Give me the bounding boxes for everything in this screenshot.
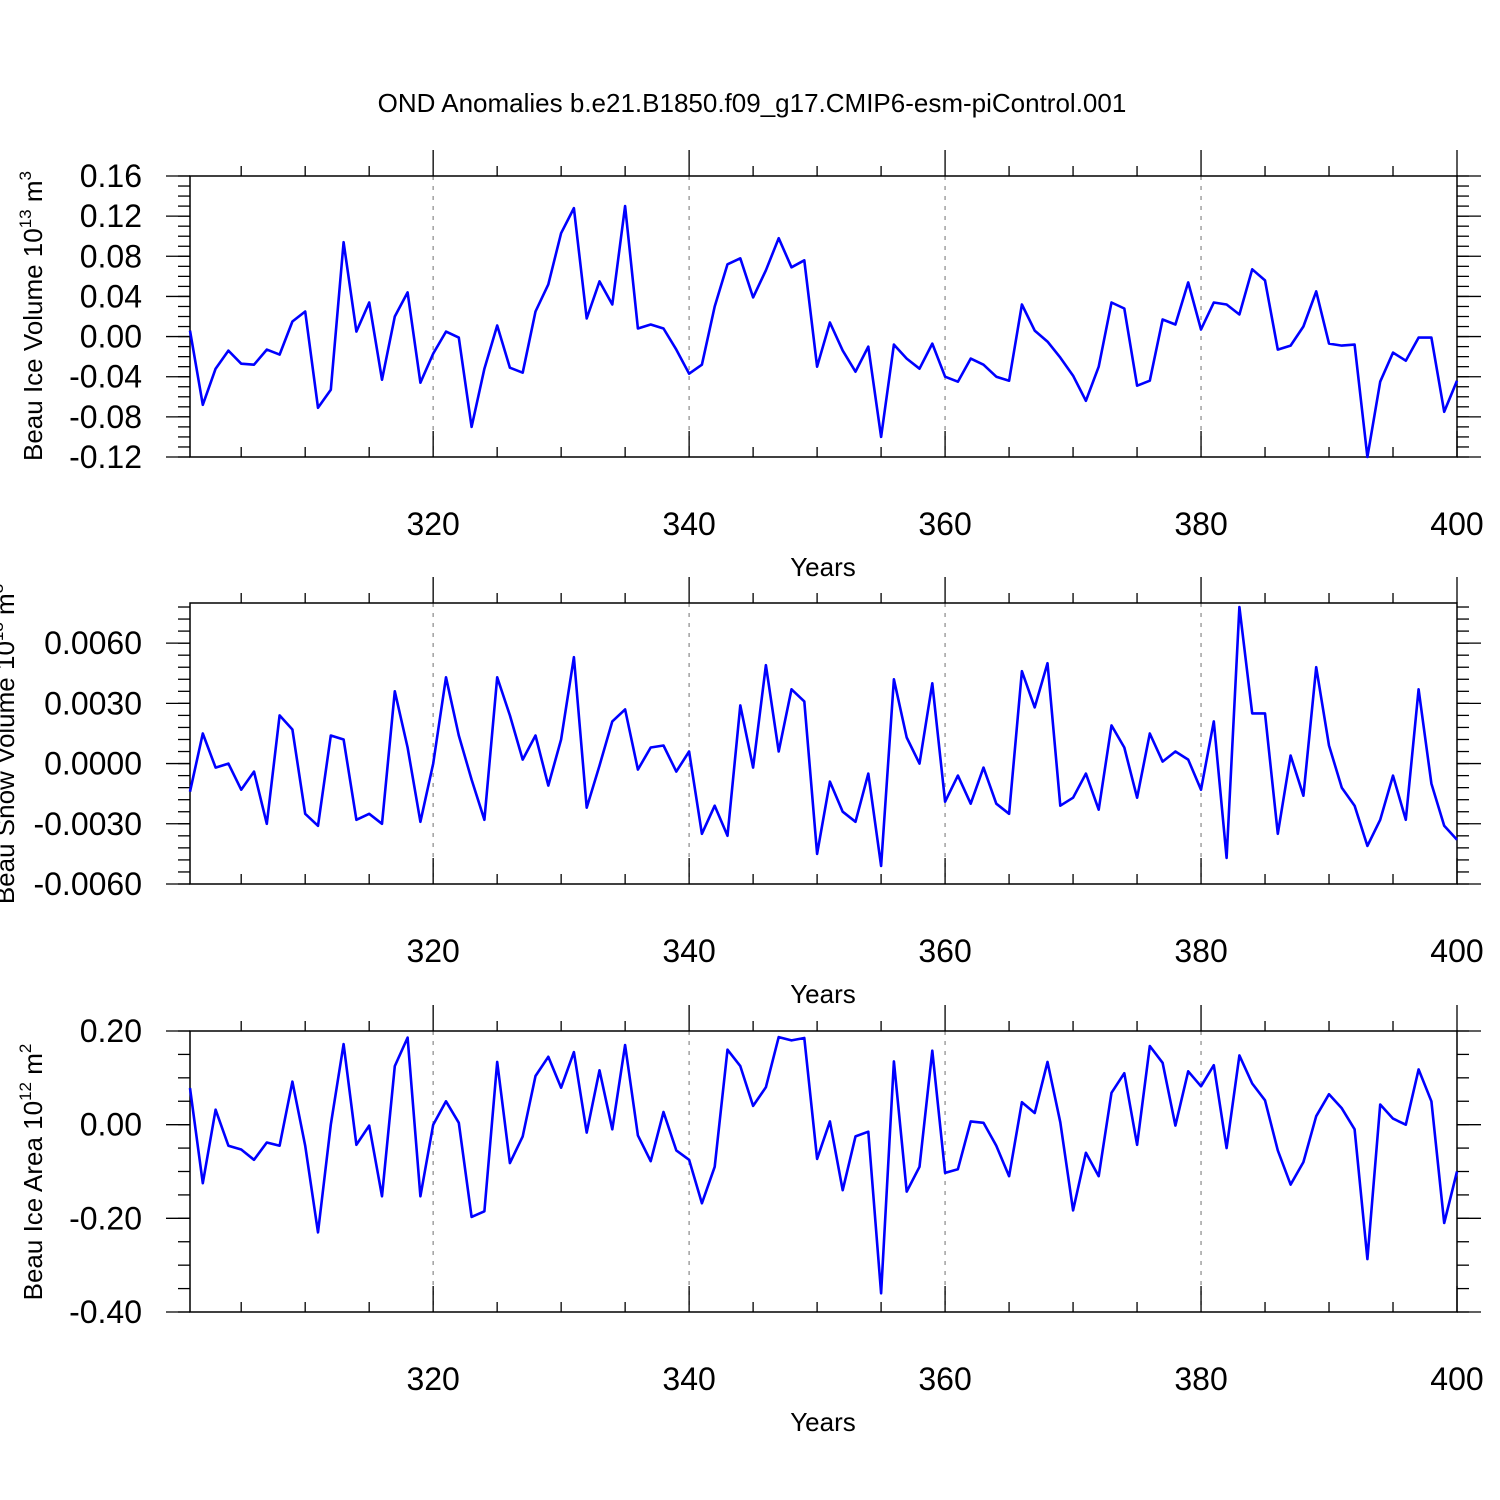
y-axis-label-unit-exponent: 3	[16, 171, 35, 180]
y-axis-label: Beau Snow Volume 1013 m3	[0, 584, 20, 904]
y-axis-label-unit: m	[0, 593, 20, 622]
panel-2: 320 340 360 380 400 -0.0060 -0.0030 0.0000 0.003…	[0, 577, 1484, 1009]
x-tick-label: 340	[662, 933, 715, 969]
y-axis-label-unit-exponent: 3	[0, 584, 7, 593]
x-axis-label: Years	[790, 1407, 856, 1437]
plot-frame	[189, 1030, 1458, 1313]
x-tick-label: 380	[1174, 1361, 1227, 1397]
figure-title: OND Anomalies b.e21.B1850.f09_g17.CMIP6-…	[378, 88, 1127, 118]
y-tick-label: -0.0030	[33, 806, 142, 842]
panel-1: 320 340 360 380 400 -0.12 -0.08 -0.04 0.00 0.04 0.…	[16, 150, 1484, 582]
y-tick-label: -0.04	[69, 359, 142, 395]
y-axis-label-exponent: 12	[16, 1082, 35, 1101]
x-tick-label: 340	[662, 506, 715, 542]
plot-frame	[189, 602, 1458, 885]
y-axis-label-text: Beau Ice Volume 10	[18, 228, 48, 461]
x-tick-label: 380	[1174, 506, 1227, 542]
plot-frame	[189, 175, 1458, 458]
y-axis-label-unit-exponent: 2	[16, 1044, 35, 1053]
data-series-line	[188, 605, 1458, 868]
y-axis-label-unit: m	[18, 180, 48, 209]
data-series-line	[188, 204, 1459, 459]
x-tick-label: 380	[1174, 933, 1227, 969]
y-axis-label: Beau Ice Area 1012 m2	[16, 1044, 48, 1301]
y-tick-label: -0.08	[69, 399, 142, 435]
y-tick-label: -0.40	[69, 1294, 142, 1330]
y-axis-label-exponent: 13	[16, 209, 35, 228]
data-series-line	[188, 1035, 1459, 1295]
y-tick-label: 0.16	[80, 158, 142, 194]
y-tick-label: -0.12	[69, 439, 142, 475]
y-tick-label: 0.04	[80, 278, 142, 314]
y-tick-label: 0.0060	[44, 625, 142, 661]
y-tick-label: -0.20	[69, 1200, 142, 1236]
y-tick-label: 0.08	[80, 238, 142, 274]
x-tick-label: 320	[406, 1361, 459, 1397]
y-tick-label: 0.0000	[44, 746, 142, 782]
x-tick-label: 400	[1430, 933, 1483, 969]
y-tick-label: -0.0060	[33, 866, 142, 902]
x-tick-label: 320	[406, 506, 459, 542]
y-tick-label: 0.12	[80, 198, 142, 234]
x-tick-label: 400	[1430, 506, 1483, 542]
y-tick-label: 0.20	[80, 1013, 142, 1049]
x-axis-label: Years	[790, 979, 856, 1009]
x-tick-label: 360	[918, 506, 971, 542]
y-axis-label-text: Beau Ice Area 10	[18, 1101, 48, 1300]
x-tick-label: 320	[406, 933, 459, 969]
panel-3: 320 340 360 380 400 -0.40 -0.20 0.00 0.20 Years Be…	[16, 1005, 1484, 1437]
x-axis-label: Years	[790, 552, 856, 582]
y-axis-label-exponent: 13	[0, 622, 7, 641]
y-tick-label: 0.00	[80, 319, 142, 355]
x-tick-label: 340	[662, 1361, 715, 1397]
y-axis-label-unit: m	[18, 1053, 48, 1082]
x-tick-label: 400	[1430, 1361, 1483, 1397]
y-axis-label-text: Beau Snow Volume 10	[0, 641, 20, 904]
y-tick-label: 0.00	[80, 1107, 142, 1143]
y-axis-label: Beau Ice Volume 1013 m3	[16, 171, 48, 461]
y-tick-label: 0.0030	[44, 685, 142, 721]
x-tick-label: 360	[918, 933, 971, 969]
x-tick-label: 360	[918, 1361, 971, 1397]
